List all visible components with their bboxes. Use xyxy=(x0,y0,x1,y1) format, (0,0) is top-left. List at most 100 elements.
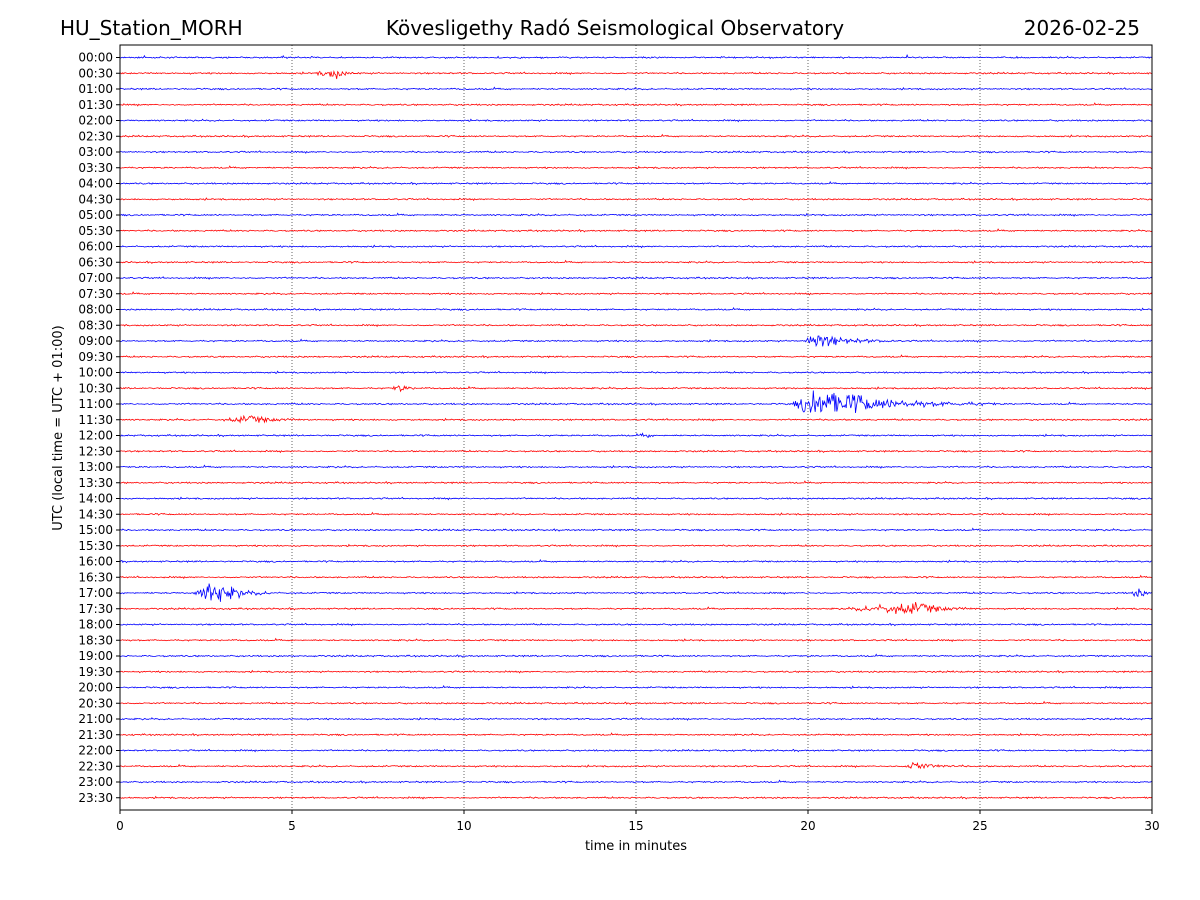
y-tick-label: 20:30 xyxy=(78,696,113,710)
x-tick-label: 25 xyxy=(972,819,987,833)
trace-1430 xyxy=(119,511,1153,517)
y-tick-label: 17:30 xyxy=(78,602,113,616)
trace-0930 xyxy=(119,354,1153,359)
x-tick-label: 15 xyxy=(628,819,643,833)
y-tick-label: 11:00 xyxy=(78,397,113,411)
trace-0130 xyxy=(119,102,1153,107)
x-tick-label: 20 xyxy=(800,819,815,833)
trace-1000 xyxy=(119,370,1153,375)
trace-2300 xyxy=(119,779,1153,784)
y-tick-label: 23:30 xyxy=(78,791,113,805)
record-date: 2026-02-25 xyxy=(1023,16,1140,40)
trace-0530 xyxy=(119,228,1153,233)
y-tick-label: 04:00 xyxy=(78,177,113,191)
trace-0900 xyxy=(119,335,1153,348)
trace-2030 xyxy=(119,700,1153,705)
y-tick-label: 01:30 xyxy=(78,98,113,112)
trace-1130 xyxy=(119,414,1153,424)
trace-1030 xyxy=(119,384,1153,393)
y-tick-label: 21:30 xyxy=(78,728,113,742)
x-axis-label: time in minutes xyxy=(585,839,687,854)
trace-2200 xyxy=(119,748,1153,753)
trace-2330 xyxy=(119,795,1153,800)
y-tick-label: 17:00 xyxy=(78,586,113,600)
station-name: HU_Station_MORH xyxy=(60,16,243,40)
y-tick-label: 16:00 xyxy=(78,555,113,569)
y-tick-label: 01:00 xyxy=(78,82,113,96)
trace-2000 xyxy=(119,685,1153,690)
trace-1100 xyxy=(119,390,1153,414)
trace-0400 xyxy=(119,180,1153,186)
y-tick-label: 04:30 xyxy=(78,192,113,206)
y-tick-label: 00:30 xyxy=(78,66,113,80)
trace-1830 xyxy=(119,637,1153,643)
trace-0030 xyxy=(119,69,1153,80)
x-tick-label: 10 xyxy=(456,819,471,833)
y-tick-label: 20:00 xyxy=(78,681,113,695)
y-tick-label: 15:00 xyxy=(78,523,113,537)
y-tick-label: 08:00 xyxy=(78,303,113,317)
trace-1730 xyxy=(119,602,1153,615)
trace-0200 xyxy=(119,118,1153,123)
y-tick-label: 12:00 xyxy=(78,429,113,443)
y-tick-label: 05:30 xyxy=(78,224,113,238)
trace-2130 xyxy=(119,732,1153,737)
y-tick-label: 21:00 xyxy=(78,712,113,726)
trace-0000 xyxy=(119,53,1153,60)
observatory-title: Kövesligethy Radó Seismological Observat… xyxy=(385,16,845,40)
trace-1400 xyxy=(119,496,1153,501)
y-tick-label: 13:30 xyxy=(78,476,113,490)
grid-lines xyxy=(291,45,981,810)
y-tick-label: 07:30 xyxy=(78,287,113,301)
y-tick-label: 18:00 xyxy=(78,618,113,632)
y-tick-label: 22:00 xyxy=(78,744,113,758)
y-tick-label: 08:30 xyxy=(78,318,113,332)
y-tick-label: 15:30 xyxy=(78,539,113,553)
y-tick-label: 03:00 xyxy=(78,145,113,159)
seismic-traces xyxy=(119,53,1153,800)
y-tick-label: 10:00 xyxy=(78,366,113,380)
x-tick-label: 0 xyxy=(116,819,124,833)
trace-0300 xyxy=(119,150,1153,154)
y-tick-label: 06:30 xyxy=(78,255,113,269)
y-tick-label: 14:30 xyxy=(78,507,113,521)
trace-0500 xyxy=(119,212,1153,217)
trace-1900 xyxy=(119,653,1153,658)
y-tick-label: 22:30 xyxy=(78,759,113,773)
trace-2100 xyxy=(119,716,1153,721)
y-tick-label: 19:00 xyxy=(78,649,113,663)
trace-1630 xyxy=(119,574,1153,580)
y-tick-label: 05:00 xyxy=(78,208,113,222)
trace-0730 xyxy=(119,291,1153,296)
y-tick-label: 00:00 xyxy=(78,51,113,65)
trace-0700 xyxy=(119,276,1153,280)
y-tick-label: 18:30 xyxy=(78,633,113,647)
y-tick-label: 14:00 xyxy=(78,492,113,506)
trace-1330 xyxy=(119,480,1153,485)
y-tick-label: 10:30 xyxy=(78,381,113,395)
trace-0830 xyxy=(119,323,1153,328)
y-tick-label: 03:30 xyxy=(78,161,113,175)
trace-0630 xyxy=(119,259,1153,264)
trace-1300 xyxy=(119,464,1153,469)
trace-0430 xyxy=(119,197,1153,202)
x-axis-ticks: 0 5 10 15 20 25 30 xyxy=(116,810,1160,833)
y-tick-label: 09:30 xyxy=(78,350,113,364)
trace-0330 xyxy=(119,165,1153,170)
y-tick-label: 09:00 xyxy=(78,334,113,348)
trace-1600 xyxy=(119,558,1153,564)
trace-1530 xyxy=(119,543,1153,548)
y-tick-label: 13:00 xyxy=(78,460,113,474)
trace-2230 xyxy=(119,761,1153,770)
y-tick-label: 23:00 xyxy=(78,775,113,789)
y-tick-label: 02:00 xyxy=(78,114,113,128)
trace-1800 xyxy=(119,622,1153,627)
trace-1200 xyxy=(119,432,1153,439)
trace-0800 xyxy=(119,307,1153,312)
trace-0600 xyxy=(119,244,1153,249)
trace-0230 xyxy=(119,133,1153,138)
x-tick-label: 5 xyxy=(288,819,296,833)
y-tick-label: 02:30 xyxy=(78,129,113,143)
trace-1500 xyxy=(119,527,1153,532)
